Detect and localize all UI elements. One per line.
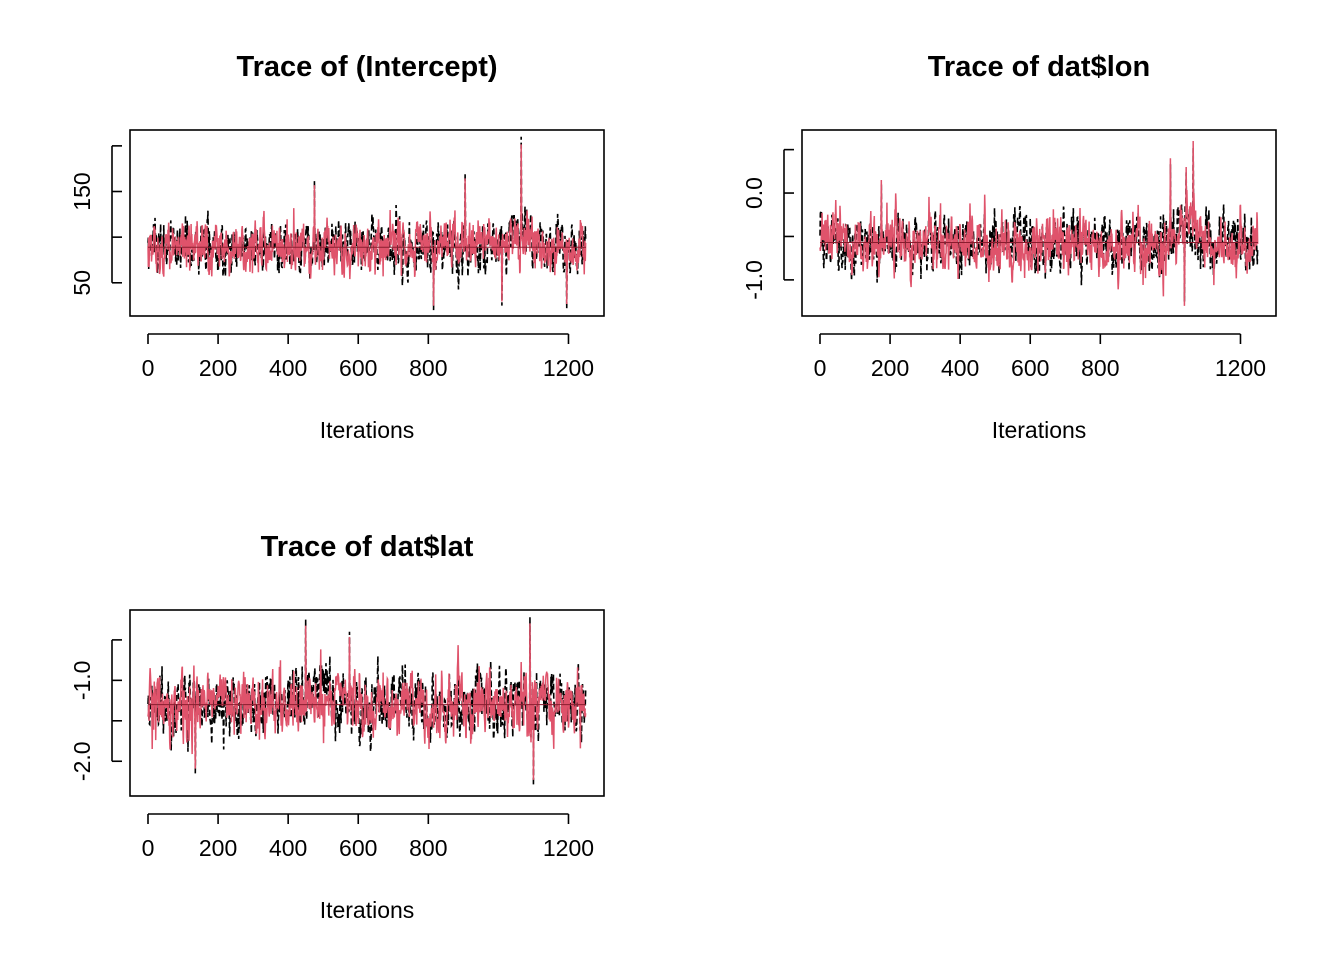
y-tick-label: 50 bbox=[69, 270, 95, 296]
x-tick-label: 800 bbox=[409, 835, 447, 861]
panel-lon: Trace of dat$lon 0 200 400 600 800 1200 -1.0 0… bbox=[741, 51, 1277, 443]
y-axis: 50 150 bbox=[69, 145, 122, 296]
chain-2-trace-line bbox=[819, 140, 1259, 306]
x-axis: 0 200 400 600 800 1200 bbox=[142, 813, 594, 861]
x-tick-label: 1200 bbox=[543, 835, 594, 861]
chart-title: Trace of (Intercept) bbox=[236, 51, 497, 83]
y-axis: -2.0 -1.0 bbox=[69, 639, 122, 781]
x-axis-label: Iterations bbox=[992, 417, 1087, 443]
x-tick-label: 400 bbox=[269, 355, 307, 381]
panel-lat: Trace of dat$lat 0 200 400 600 800 1200 -2.0-… bbox=[69, 531, 605, 923]
x-tick-label: 1200 bbox=[1215, 355, 1266, 381]
x-tick-label: 800 bbox=[1081, 355, 1119, 381]
y-tick-label: -1.0 bbox=[741, 260, 767, 300]
x-tick-label: 0 bbox=[142, 355, 155, 381]
x-tick-label: 0 bbox=[814, 355, 827, 381]
x-tick-label: 400 bbox=[941, 355, 979, 381]
x-tick-label: 600 bbox=[1011, 355, 1049, 381]
x-axis-label: Iterations bbox=[320, 417, 415, 443]
x-tick-label: 800 bbox=[409, 355, 447, 381]
x-tick-label: 600 bbox=[339, 835, 377, 861]
plot-frame bbox=[801, 129, 1277, 317]
y-axis: -1.0 0.0 bbox=[741, 148, 794, 300]
series-layer bbox=[819, 140, 1259, 306]
y-tick-label: 150 bbox=[69, 172, 95, 210]
x-axis: 0 200 400 600 800 1200 bbox=[814, 333, 1266, 381]
chart-title: Trace of dat$lat bbox=[261, 531, 474, 563]
x-tick-label: 200 bbox=[199, 355, 237, 381]
x-tick-label: 0 bbox=[142, 835, 155, 861]
x-tick-label: 1200 bbox=[543, 355, 594, 381]
chain-2-trace-line bbox=[147, 623, 587, 780]
x-tick-label: 200 bbox=[199, 835, 237, 861]
plot-frame bbox=[129, 609, 605, 797]
x-axis: 0 200 400 600 800 1200 bbox=[142, 333, 594, 381]
x-axis-label: Iterations bbox=[320, 897, 415, 923]
y-tick-label: 0.0 bbox=[741, 177, 767, 209]
panel-intercept: Trace of (Intercept) 0 200 400 600 800 1200 5… bbox=[69, 51, 605, 443]
x-tick-label: 600 bbox=[339, 355, 377, 381]
x-tick-label: 200 bbox=[871, 355, 909, 381]
y-tick-label: -1.0 bbox=[69, 661, 95, 701]
chart-title: Trace of dat$lon bbox=[928, 51, 1150, 83]
series-layer bbox=[147, 136, 587, 311]
y-tick-label: -2.0 bbox=[69, 741, 95, 781]
x-tick-label: 400 bbox=[269, 835, 307, 861]
plot-frame bbox=[129, 129, 605, 317]
series-layer bbox=[147, 617, 587, 786]
